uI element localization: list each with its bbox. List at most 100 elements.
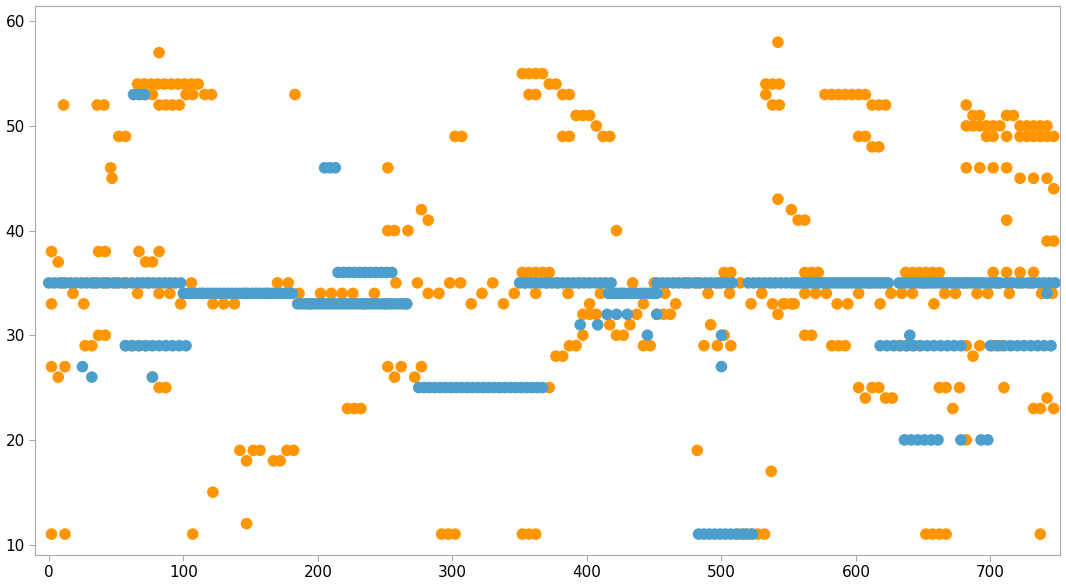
Point xyxy=(1038,121,1055,131)
Point xyxy=(156,79,173,88)
Point xyxy=(879,278,897,288)
Point xyxy=(378,268,395,277)
Point xyxy=(554,278,571,288)
Point xyxy=(893,289,910,298)
Point xyxy=(94,278,111,288)
Point xyxy=(441,278,458,288)
Point xyxy=(856,278,873,288)
Point xyxy=(587,309,604,319)
Point xyxy=(1038,173,1055,183)
Point xyxy=(817,90,834,99)
Point xyxy=(350,299,367,308)
Point xyxy=(205,488,222,497)
Point xyxy=(648,309,665,319)
Point xyxy=(815,278,833,288)
Point xyxy=(74,362,91,372)
Point xyxy=(144,257,161,267)
Point xyxy=(884,393,901,403)
Point xyxy=(571,320,588,329)
Point xyxy=(278,446,295,455)
Point xyxy=(1001,289,1018,298)
Point xyxy=(322,299,339,308)
Point xyxy=(847,278,865,288)
Point xyxy=(1032,121,1049,131)
Point xyxy=(184,529,201,539)
Point xyxy=(150,383,167,392)
Point xyxy=(883,289,900,298)
Point xyxy=(110,278,127,288)
Point xyxy=(859,278,876,288)
Point xyxy=(561,90,578,99)
Point xyxy=(892,341,909,350)
Point xyxy=(803,268,820,277)
Point xyxy=(514,69,531,79)
Point xyxy=(723,529,740,539)
Point xyxy=(567,341,584,350)
Point xyxy=(837,90,854,99)
Point xyxy=(963,278,980,288)
Point xyxy=(528,278,545,288)
Point xyxy=(474,383,491,392)
Point xyxy=(285,446,302,455)
Point xyxy=(196,90,213,99)
Point xyxy=(863,278,881,288)
Point xyxy=(398,299,415,308)
Point xyxy=(144,90,161,99)
Point xyxy=(938,529,955,539)
Point xyxy=(1016,341,1033,350)
Point xyxy=(344,289,361,298)
Point xyxy=(440,529,457,539)
Point xyxy=(392,362,409,372)
Point xyxy=(318,299,335,308)
Point xyxy=(567,111,584,120)
Point xyxy=(965,111,982,120)
Point xyxy=(965,352,982,361)
Point xyxy=(667,299,684,308)
Point xyxy=(464,383,481,392)
Point xyxy=(713,331,730,340)
Point xyxy=(245,446,262,455)
Point xyxy=(980,278,997,288)
Point xyxy=(447,132,464,141)
Point xyxy=(355,299,372,308)
Point xyxy=(220,289,237,298)
Point xyxy=(366,299,383,308)
Point xyxy=(135,90,152,99)
Point xyxy=(648,289,665,298)
Point xyxy=(713,278,730,288)
Point xyxy=(796,216,813,225)
Point xyxy=(904,341,921,350)
Point xyxy=(345,268,362,277)
Point xyxy=(910,278,927,288)
Point xyxy=(721,289,738,298)
Point xyxy=(771,79,788,88)
Point xyxy=(998,216,1015,225)
Point xyxy=(43,247,60,256)
Point xyxy=(1018,121,1035,131)
Point xyxy=(279,289,296,298)
Point xyxy=(1025,173,1043,183)
Point xyxy=(868,278,885,288)
Point xyxy=(744,529,761,539)
Point xyxy=(699,289,716,298)
Point xyxy=(991,341,1008,350)
Point xyxy=(1025,132,1043,141)
Point xyxy=(863,383,881,392)
Point xyxy=(263,289,280,298)
Point xyxy=(909,435,926,445)
Point xyxy=(329,299,346,308)
Point xyxy=(575,111,592,120)
Point xyxy=(448,383,465,392)
Point xyxy=(1033,289,1050,298)
Point xyxy=(807,289,824,298)
Point xyxy=(830,90,847,99)
Point xyxy=(518,383,535,392)
Point xyxy=(302,299,319,308)
Point xyxy=(575,309,592,319)
Point xyxy=(576,278,593,288)
Point xyxy=(723,341,740,350)
Point xyxy=(1045,404,1062,413)
Point xyxy=(561,132,578,141)
Point xyxy=(156,278,173,288)
Point xyxy=(648,278,665,288)
